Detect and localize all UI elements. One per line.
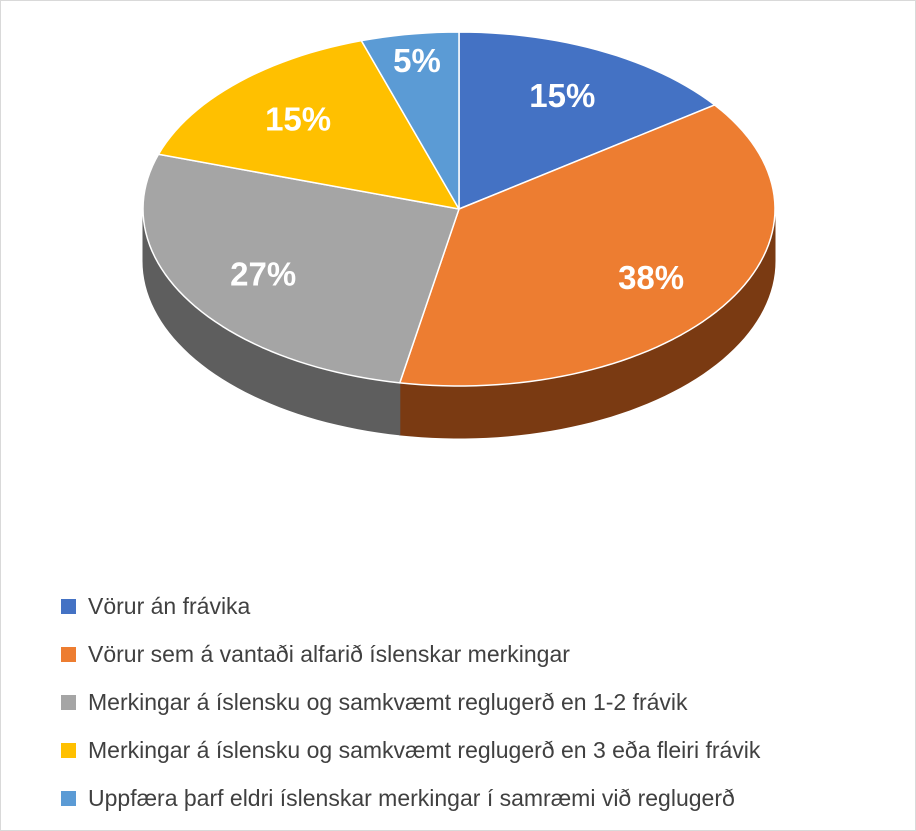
pie-slice-4[interactable] <box>157 39 460 210</box>
pie-slice-1[interactable] <box>458 31 716 210</box>
pie-top-layer <box>142 31 776 387</box>
legend-label-2: Vörur sem á vantaði alfarið íslenskar me… <box>88 640 570 667</box>
legend-label-4: Merkingar á íslensku og samkvæmt regluge… <box>88 736 761 763</box>
pie-data-label-2: 38% <box>618 259 684 296</box>
legend-label-5: Uppfæra þarf eldri íslenskar merkingar í… <box>88 784 735 811</box>
legend-label-3: Merkingar á íslensku og samkvæmt regluge… <box>88 688 688 715</box>
legend-swatch-4 <box>61 742 76 758</box>
pie-data-label-4: 15% <box>265 100 331 137</box>
pie-slice-2[interactable] <box>399 104 776 387</box>
legend: Vörur án frávika Vörur sem á vantaði alf… <box>61 587 760 827</box>
legend-swatch-2 <box>61 646 76 662</box>
legend-item-5[interactable]: Uppfæra þarf eldri íslenskar merkingar í… <box>61 779 760 817</box>
legend-swatch-5 <box>61 790 76 806</box>
pie-label-layer: 15% 38% 27% 15% 5% <box>230 42 684 296</box>
pie-slice-5[interactable] <box>360 31 460 210</box>
pie-data-label-5: 5% <box>393 42 441 79</box>
legend-swatch-1 <box>61 598 76 614</box>
legend-swatch-3 <box>61 694 76 710</box>
legend-item-4[interactable]: Merkingar á íslensku og samkvæmt regluge… <box>61 731 760 769</box>
pie-chart: 15% 38% 27% 15% 5% <box>142 31 776 439</box>
pie-data-label-1: 15% <box>529 77 595 114</box>
legend-label-1: Vörur án frávika <box>88 592 251 619</box>
legend-item-1[interactable]: Vörur án frávika <box>61 587 760 625</box>
pie-data-label-3: 27% <box>230 255 296 292</box>
legend-item-3[interactable]: Merkingar á íslensku og samkvæmt regluge… <box>61 683 760 721</box>
legend-item-2[interactable]: Vörur sem á vantaði alfarið íslenskar me… <box>61 635 760 673</box>
pie-slice-3[interactable] <box>142 153 460 384</box>
